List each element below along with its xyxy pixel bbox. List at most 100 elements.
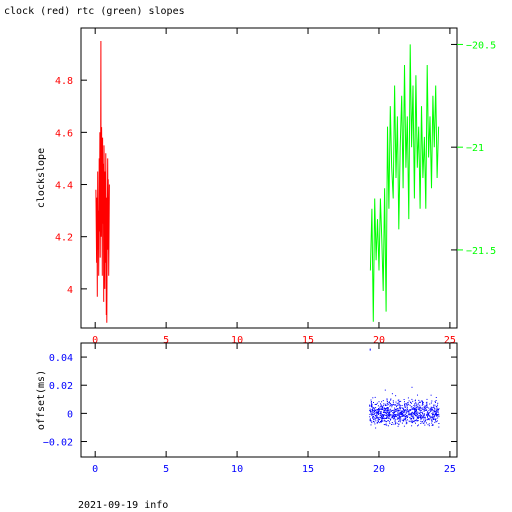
offset-point — [379, 408, 380, 410]
offset-point — [412, 408, 414, 410]
offset-point — [407, 402, 409, 404]
offset-point — [423, 406, 425, 408]
offset-point — [371, 411, 373, 413]
offset-point — [370, 411, 372, 412]
offset-point — [380, 420, 382, 422]
offset-point — [417, 394, 418, 396]
offset-point — [377, 411, 379, 412]
offset-point — [426, 406, 428, 408]
offset-point — [402, 414, 404, 415]
offset-point — [392, 410, 394, 411]
offset-point — [411, 406, 413, 408]
offset-point — [399, 417, 401, 419]
offset-point — [379, 414, 381, 416]
offset-point — [433, 406, 435, 408]
offset-point — [432, 415, 434, 417]
offset-point — [392, 404, 394, 406]
offset-point — [398, 407, 400, 409]
offset-point — [438, 408, 440, 410]
offset-point — [369, 416, 371, 418]
bottom-y-tick-label: 0 — [67, 409, 73, 420]
offset-point — [373, 421, 375, 423]
offset-point — [382, 418, 383, 420]
offset-point — [406, 419, 408, 421]
offset-point — [434, 413, 436, 415]
offset-point — [426, 412, 428, 414]
offset-point — [371, 412, 373, 414]
offset-point — [432, 414, 434, 415]
offset-point — [406, 408, 408, 410]
offset-point — [394, 407, 396, 409]
offset-point — [430, 408, 432, 410]
offset-point — [385, 408, 387, 409]
offset-point — [408, 400, 410, 402]
offset-point — [399, 421, 401, 423]
offset-point — [373, 407, 375, 409]
offset-point — [421, 411, 423, 413]
offset-point — [382, 412, 384, 413]
offset-point — [383, 411, 385, 412]
offset-point — [390, 414, 392, 416]
offset-point — [397, 404, 399, 406]
offset-point — [378, 414, 379, 415]
offset-point — [431, 422, 433, 424]
offset-point — [407, 413, 409, 415]
offset-point — [386, 416, 388, 418]
offset-point — [385, 412, 387, 414]
offset-point — [430, 417, 432, 419]
top-right-y-tick-label: −21.5 — [466, 246, 496, 257]
offset-point — [434, 421, 436, 423]
offset-point — [406, 410, 408, 412]
offset-point — [413, 420, 415, 422]
offset-point — [415, 420, 416, 422]
offset-point — [371, 420, 373, 422]
offset-point — [404, 416, 406, 418]
offset-point — [425, 409, 427, 411]
offset-point — [394, 415, 396, 417]
offset-point — [372, 414, 374, 415]
offset-point — [411, 412, 413, 414]
offset-point — [400, 412, 402, 414]
offset-point — [384, 417, 386, 419]
offset-point — [383, 413, 385, 415]
offset-point — [434, 414, 436, 416]
offset-point — [412, 422, 413, 424]
offset-point — [408, 413, 410, 415]
offset-point — [435, 420, 436, 422]
offset-point — [438, 416, 440, 418]
offset-point — [380, 411, 382, 413]
offset-point — [398, 414, 400, 416]
offset-point — [387, 409, 389, 411]
offset-point — [419, 414, 421, 416]
offset-point — [407, 408, 409, 410]
offset-point — [375, 407, 377, 409]
offset-point — [429, 403, 431, 405]
offset-point — [404, 410, 406, 412]
offset-point — [427, 411, 429, 413]
offset-point — [408, 410, 410, 412]
offset-point — [393, 415, 394, 417]
offset-point — [430, 410, 432, 412]
offset-point — [419, 416, 421, 418]
offset-point — [431, 413, 433, 415]
offset-point — [417, 416, 419, 418]
offset-point — [422, 404, 424, 406]
offset-point — [438, 426, 440, 428]
offset-point — [422, 401, 424, 403]
offset-point — [405, 416, 407, 418]
offset-point — [410, 406, 412, 408]
offset-point — [401, 405, 403, 406]
offset-point — [427, 424, 429, 426]
offset-point — [375, 417, 377, 419]
offset-point — [382, 416, 384, 418]
offset-point — [396, 416, 398, 418]
offset-point — [399, 404, 401, 406]
offset-point — [420, 423, 422, 424]
offset-point — [396, 408, 398, 410]
offset-point — [375, 403, 377, 405]
offset-point — [381, 401, 383, 403]
offset-point — [423, 409, 425, 411]
offset-point — [432, 413, 434, 415]
bottom-y-tick-label: −0.02 — [43, 438, 73, 449]
offset-point — [372, 407, 374, 409]
